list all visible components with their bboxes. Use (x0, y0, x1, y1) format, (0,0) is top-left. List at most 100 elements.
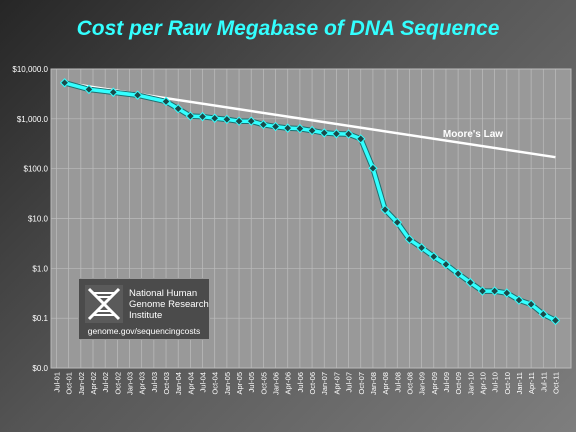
x-tick-label: Jan-07 (320, 372, 329, 395)
y-tick-label: $10,000.0 (12, 65, 48, 74)
x-tick-label: Jan-04 (174, 372, 183, 395)
x-tick-label: Jul-11 (539, 372, 548, 392)
data-point (453, 269, 463, 279)
data-point (270, 121, 281, 132)
data-point (246, 116, 256, 126)
data-point (404, 234, 415, 245)
data-point (132, 90, 143, 100)
x-tick-label: Oct-03 (162, 372, 171, 395)
data-point (258, 119, 269, 130)
data-point (502, 288, 512, 298)
data-point (197, 111, 208, 122)
x-tick-label: Jul-09 (442, 372, 451, 392)
logo-org-line2: Genome Research (129, 299, 209, 310)
data-point (173, 103, 183, 114)
marker-layer (59, 78, 561, 326)
y-gridlines (51, 68, 571, 369)
data-point (392, 217, 402, 228)
data-point (368, 163, 378, 173)
data-point (210, 113, 220, 123)
x-tick-label: Apr-06 (284, 372, 293, 395)
x-tick-label: Apr-03 (138, 372, 147, 395)
x-tick-label: Jan-09 (418, 372, 427, 395)
data-point (185, 111, 196, 121)
y-tick-label: $1,000.0 (17, 115, 49, 124)
x-tick-label: Oct-09 (454, 372, 463, 395)
data-point (416, 243, 427, 253)
x-tick-label: Jan-05 (223, 372, 232, 395)
x-tick-label: Jul-06 (296, 372, 305, 392)
x-tick-label: Oct-01 (65, 372, 74, 395)
data-point (108, 87, 119, 97)
logo-org-line1: National Human (129, 288, 198, 299)
dna-ladder-icon (85, 285, 123, 323)
data-point (161, 96, 171, 107)
x-tick-label: Jul-02 (101, 372, 110, 392)
y-tick-label: $0.0 (32, 364, 48, 373)
data-point (477, 286, 488, 296)
nhgri-logo: National Human Genome Research Institute… (78, 278, 210, 340)
x-tick-label: Jul-03 (150, 372, 159, 392)
x-tick-labels: Jul-01 Oct-01 Jan-02 Apr-02 Jul-02 Oct-02 Jan-… (53, 372, 561, 395)
data-point (538, 309, 549, 319)
data-point (550, 315, 561, 326)
y-tick-labels: $10,000.0 $1,000.0 $100.0 $10.0 $1.0 $0.1 $0.0 (12, 65, 48, 373)
data-point (465, 277, 475, 288)
x-tick-label: Apr-09 (430, 372, 439, 395)
chart-title: Cost per Raw Megabase of DNA Sequence (76, 17, 500, 40)
x-tick-label: Oct-02 (113, 372, 122, 395)
x-tick-label: Apr-08 (381, 372, 390, 395)
data-point (343, 129, 354, 139)
x-tick-label: Apr-07 (332, 372, 341, 395)
x-tick-label: Oct-10 (503, 372, 512, 395)
x-tick-label: Jan-03 (126, 372, 135, 395)
logo-url: genome.gov/sequencingcosts (87, 326, 201, 336)
data-point (514, 295, 524, 305)
y-tick-label: $100.0 (24, 165, 49, 174)
data-point (319, 128, 329, 138)
data-point (429, 251, 439, 262)
data-point (283, 123, 293, 133)
data-point (331, 129, 342, 139)
data-point (84, 84, 94, 95)
x-tick-label: Oct-11 (551, 372, 560, 394)
x-tick-label: Jul-05 (247, 372, 256, 392)
data-point (307, 125, 317, 136)
x-tick-label: Apr-10 (478, 372, 487, 395)
x-tick-label: Apr-02 (89, 372, 98, 395)
x-tick-label: Jul-10 (491, 372, 500, 392)
x-tick-label: Oct-04 (211, 372, 220, 395)
x-tick-label: Jan-08 (369, 372, 378, 395)
x-tick-label: Apr-05 (235, 372, 244, 395)
x-tick-label: Jan-10 (466, 372, 475, 395)
data-point (295, 123, 305, 134)
x-tick-label: Oct-08 (405, 372, 414, 395)
x-tick-label: Apr-11 (527, 372, 536, 394)
y-tick-label: $1.0 (32, 264, 48, 273)
x-tick-label: Oct-07 (357, 372, 366, 395)
x-tick-label: Oct-05 (259, 372, 268, 395)
data-point (526, 299, 536, 309)
data-point (222, 114, 232, 125)
data-point (489, 286, 500, 296)
y-tick-label: $10.0 (28, 215, 49, 224)
x-tick-label: Apr-04 (186, 372, 195, 395)
x-tick-label: Jul-01 (53, 372, 62, 392)
x-tick-label: Jul-08 (393, 372, 402, 392)
x-tick-label: Jan-02 (77, 372, 86, 395)
data-point (441, 259, 451, 270)
data-point (59, 78, 70, 88)
logo-org-line3: Institute (129, 310, 163, 321)
moores-law-label: Moore's Law (443, 129, 503, 140)
x-tick-label: Jan-06 (272, 372, 281, 395)
data-point (356, 134, 366, 144)
x-tick-label: Jul-04 (199, 372, 208, 392)
y-tick-label: $0.1 (32, 314, 48, 323)
x-tick-label: Jul-07 (345, 372, 354, 392)
logo-org-name: National Human Genome Research Institute (129, 288, 209, 321)
data-point (234, 116, 244, 126)
data-point (380, 204, 390, 215)
x-tick-label: Jan-11 (515, 372, 524, 394)
x-tick-label: Oct-06 (308, 372, 317, 395)
